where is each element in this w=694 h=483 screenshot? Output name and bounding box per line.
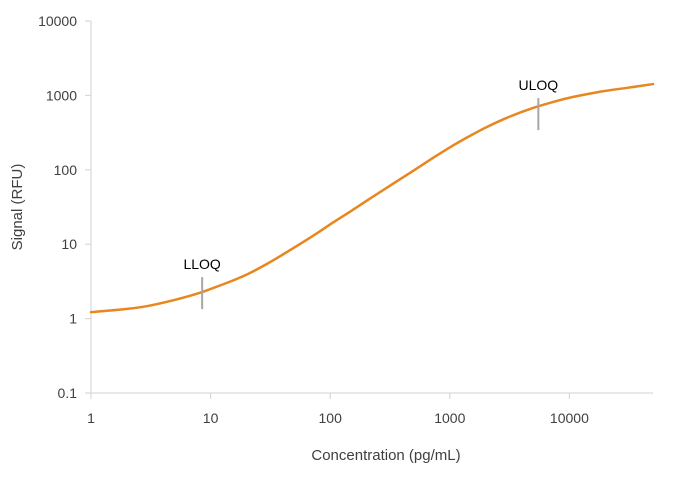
chart-series (89, 82, 655, 314)
x-tick-label: 100 (319, 410, 343, 426)
x-tick-label: 1000 (434, 410, 465, 426)
lloq-label: LLOQ (183, 256, 220, 272)
x-tick-label: 10000 (550, 410, 589, 426)
y-axis-title: Signal (RFU) (9, 164, 26, 251)
y-tick-label: 10 (61, 236, 77, 252)
chart-axes (90, 21, 653, 394)
x-tick-label: 1 (87, 410, 95, 426)
chart-annotations: LLOQ ULOQ (183, 77, 559, 310)
signal-curve (89, 82, 655, 314)
y-tick-label: 0.1 (58, 385, 78, 401)
y-tick-label: 1000 (46, 87, 77, 103)
y-tick-label: 1 (69, 311, 77, 327)
y-axis-ticks: 0.1 1 10 100 1000 10000 (38, 13, 91, 401)
y-tick-label: 100 (54, 162, 78, 178)
x-axis-ticks: 1 10 100 1000 10000 (87, 393, 589, 426)
x-axis-title: Concentration (pg/mL) (311, 447, 460, 464)
x-tick-label: 10 (203, 410, 219, 426)
uloq-label: ULOQ (519, 77, 559, 93)
y-tick-label: 10000 (38, 13, 77, 29)
